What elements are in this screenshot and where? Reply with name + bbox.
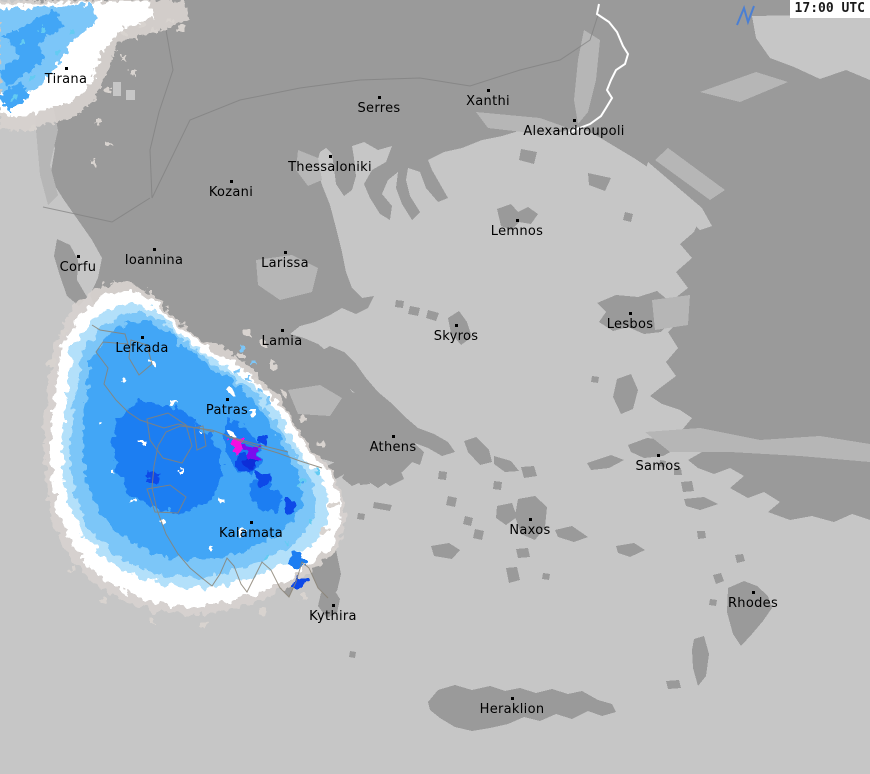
city-dot [226,398,229,401]
city-label: Thessaloniki [288,160,372,175]
city-dot [516,219,519,222]
country-borders [42,11,600,223]
precip-main [43,280,346,628]
ergene-river [736,4,755,26]
city-label: Kythira [309,609,357,624]
coastline-overlay [91,324,329,599]
city-dot [455,324,458,327]
city-dot [629,312,632,315]
city-label: Naxos [509,523,551,538]
city-label: Athens [369,440,417,455]
city-dot [573,119,576,122]
city-label: Alexandroupoli [523,124,625,139]
city-label: Larissa [261,256,309,271]
city-label: Patras [205,403,249,418]
city-dot [332,604,335,607]
city-label: Rhodes [727,596,779,611]
city-label: Samos [635,459,681,474]
city-label: Xanthi [466,94,510,109]
city-dot [392,435,395,438]
city-dot [511,697,514,700]
city-label: Kozani [208,185,254,200]
evros-river [568,3,630,134]
precip-northwest [0,0,188,165]
city-label: Kalamata [219,526,283,541]
timestamp-badge: 17:00 UTC [789,0,870,18]
city-dot [250,521,253,524]
city-dot [141,336,144,339]
city-dot [529,518,532,521]
city-dot [153,248,156,251]
city-dot [657,454,660,457]
city-dot [65,67,68,70]
lakes-and-straits [113,14,870,230]
city-label: Heraklion [479,702,545,717]
city-label: Serres [357,101,401,116]
city-label: Lefkada [115,341,169,356]
city-label: Lamia [261,334,303,349]
city-dot [281,329,284,332]
city-dot [284,251,287,254]
city-dot [77,255,80,258]
city-label: Corfu [59,260,97,275]
city-dot [378,96,381,99]
city-label: Ioannina [124,253,184,268]
city-label: Lemnos [490,224,544,239]
city-dot [230,180,233,183]
city-label: Lesbos [606,317,654,332]
city-dot [487,89,490,92]
city-dot [752,591,755,594]
city-label: Tirana [44,72,88,87]
city-label: Skyros [433,329,479,344]
city-dot [329,155,332,158]
